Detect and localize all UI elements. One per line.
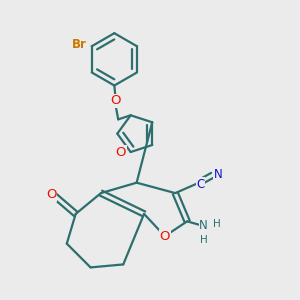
Text: N: N xyxy=(199,219,208,232)
Text: N: N xyxy=(214,168,223,181)
Text: Br: Br xyxy=(71,38,86,51)
Text: C: C xyxy=(196,178,205,191)
Text: H: H xyxy=(200,235,207,245)
Text: H: H xyxy=(213,219,221,229)
Text: O: O xyxy=(116,146,126,158)
Text: O: O xyxy=(111,94,121,107)
Text: O: O xyxy=(160,230,170,243)
Text: O: O xyxy=(46,188,57,201)
